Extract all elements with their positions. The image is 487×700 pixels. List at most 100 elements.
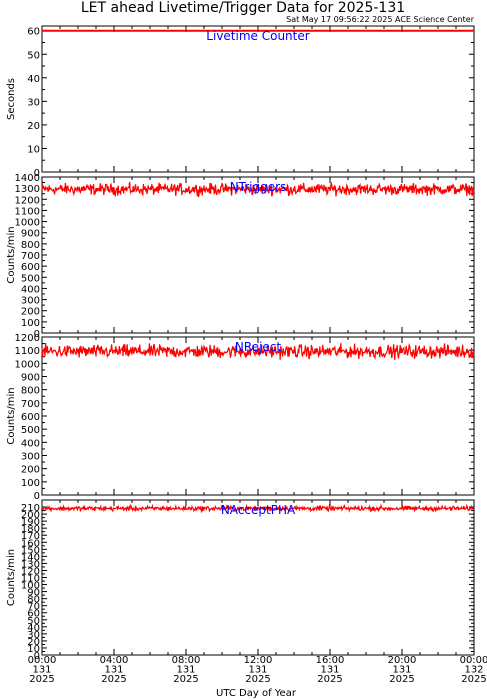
y-axis-label: Counts/min <box>6 226 17 283</box>
y-tick-label: 40 <box>27 623 40 634</box>
y-tick-label: 210 <box>21 503 40 514</box>
x-tick-label: 2025 <box>245 674 270 685</box>
series-line <box>41 503 475 514</box>
x-tick-label: 131 <box>320 665 339 676</box>
y-tick-label: 80 <box>27 595 40 606</box>
y-tick-label: 50 <box>27 50 40 61</box>
y-tick-label: 30 <box>27 97 40 108</box>
y-tick-label: 600 <box>21 262 40 273</box>
y-tick-label: 400 <box>21 438 40 449</box>
series-line <box>41 343 475 360</box>
x-tick-label: 16:00 <box>316 655 345 666</box>
y-tick-label: 800 <box>21 240 40 251</box>
panel-frame <box>41 25 475 173</box>
y-tick-label: 1200 <box>15 333 40 344</box>
y-tick-label: 0 <box>34 651 40 662</box>
y-tick-label: 190 <box>21 517 40 528</box>
y-axis-label: Counts/min <box>6 387 17 444</box>
y-tick-label: 900 <box>21 229 40 240</box>
panel-label: NAcceptPHA <box>221 503 296 517</box>
y-tick-label: 1400 <box>15 173 40 184</box>
panel-2: 0100200300400500600700800900100011001200… <box>6 173 475 340</box>
y-tick-label: 90 <box>27 588 40 599</box>
y-tick-label: 50 <box>27 616 40 627</box>
panel-label: Livetime Counter <box>206 29 309 43</box>
panel-frame <box>41 499 475 656</box>
y-tick-label: 20 <box>27 637 40 648</box>
y-tick-label: 0 <box>34 329 40 340</box>
x-tick-label: 2025 <box>317 674 342 685</box>
y-tick-label: 200 <box>21 307 40 318</box>
panel-label: NTriggers <box>230 180 287 194</box>
y-tick-label: 400 <box>21 284 40 295</box>
x-tick-label: 131 <box>176 665 195 676</box>
y-tick-label: 700 <box>21 251 40 262</box>
y-tick-label: 150 <box>21 545 40 556</box>
x-tick-label: 131 <box>248 665 267 676</box>
panel-4: 0102030405060708090100110120130140150160… <box>6 499 475 662</box>
y-tick-label: 700 <box>21 399 40 410</box>
y-tick-label: 70 <box>27 602 40 613</box>
y-tick-label: 140 <box>21 552 40 563</box>
y-tick-label: 1000 <box>15 359 40 370</box>
x-tick-label: 08:00 <box>172 655 201 666</box>
y-tick-label: 170 <box>21 531 40 542</box>
y-tick-label: 160 <box>21 538 40 549</box>
y-tick-label: 1300 <box>15 184 40 195</box>
x-tick-label: 2025 <box>389 674 414 685</box>
x-tick-label: 00:00 <box>28 655 57 666</box>
y-tick-label: 100 <box>21 581 40 592</box>
panel-label: NReject <box>235 340 281 354</box>
panel-1: 0 10 20 30 40 50 60 Seconds Livetime Counter <box>6 25 475 179</box>
panel-frame <box>41 336 475 496</box>
x-axis: 00:00131202504:00131202508:00131202512:0… <box>28 655 487 685</box>
x-tick-label: 00:00 <box>460 655 487 666</box>
y-axis-label: Counts/min <box>6 549 17 606</box>
y-tick-label: 30 <box>27 630 40 641</box>
y-tick-label: 600 <box>21 412 40 423</box>
y-tick-label: 1200 <box>15 195 40 206</box>
y-tick-label: 0 <box>34 491 40 502</box>
y-tick-label: 300 <box>21 452 40 463</box>
y-tick-label: 60 <box>27 27 40 38</box>
y-tick-label: 130 <box>21 559 40 570</box>
y-tick-label: 800 <box>21 386 40 397</box>
panel-3: 0 100 200 300 400 500 600 700 800 900 1000 1100 1200… <box>6 333 475 502</box>
y-axis-label: Seconds <box>6 78 17 120</box>
y-tick-label: 1000 <box>15 218 40 229</box>
y-tick-label: 200 <box>21 465 40 476</box>
y-tick-label: 1100 <box>15 346 40 357</box>
y-tick-label: 500 <box>21 425 40 436</box>
x-tick-label: 131 <box>392 665 411 676</box>
x-tick-label: 2025 <box>173 674 198 685</box>
y-tick-label: 500 <box>21 273 40 284</box>
y-tick-label: 100 <box>21 318 40 329</box>
x-tick-label: 12:00 <box>244 655 273 666</box>
panel-frame <box>41 176 475 334</box>
x-tick-label: 131 <box>104 665 123 676</box>
y-tick-label: 110 <box>21 574 40 585</box>
chart-subtitle: Sat May 17 09:56:22 2025 ACE Science Cen… <box>286 15 475 24</box>
series-line <box>41 181 475 198</box>
x-tick-label: 131 <box>32 665 51 676</box>
x-tick-label: 04:00 <box>100 655 129 666</box>
y-tick-label: 60 <box>27 609 40 620</box>
x-tick-label: 2025 <box>29 674 54 685</box>
y-tick-label: 0 <box>34 168 40 179</box>
y-tick-label: 10 <box>27 144 40 155</box>
x-tick-label: 2025 <box>101 674 126 685</box>
y-tick-label: 900 <box>21 373 40 384</box>
y-tick-label: 40 <box>27 74 40 85</box>
y-tick-label: 10 <box>27 644 40 655</box>
chart-title: LET ahead Livetime/Trigger Data for 2025… <box>81 0 405 16</box>
y-tick-label: 180 <box>21 524 40 535</box>
y-tick-label: 120 <box>21 566 40 577</box>
y-tick-label: 1100 <box>15 206 40 217</box>
y-tick-label: 20 <box>27 121 40 132</box>
x-tick-label: 2025 <box>461 674 486 685</box>
y-tick-label: 200 <box>21 510 40 521</box>
y-tick-label: 100 <box>21 478 40 489</box>
x-axis-label: UTC Day of Year <box>216 688 297 699</box>
